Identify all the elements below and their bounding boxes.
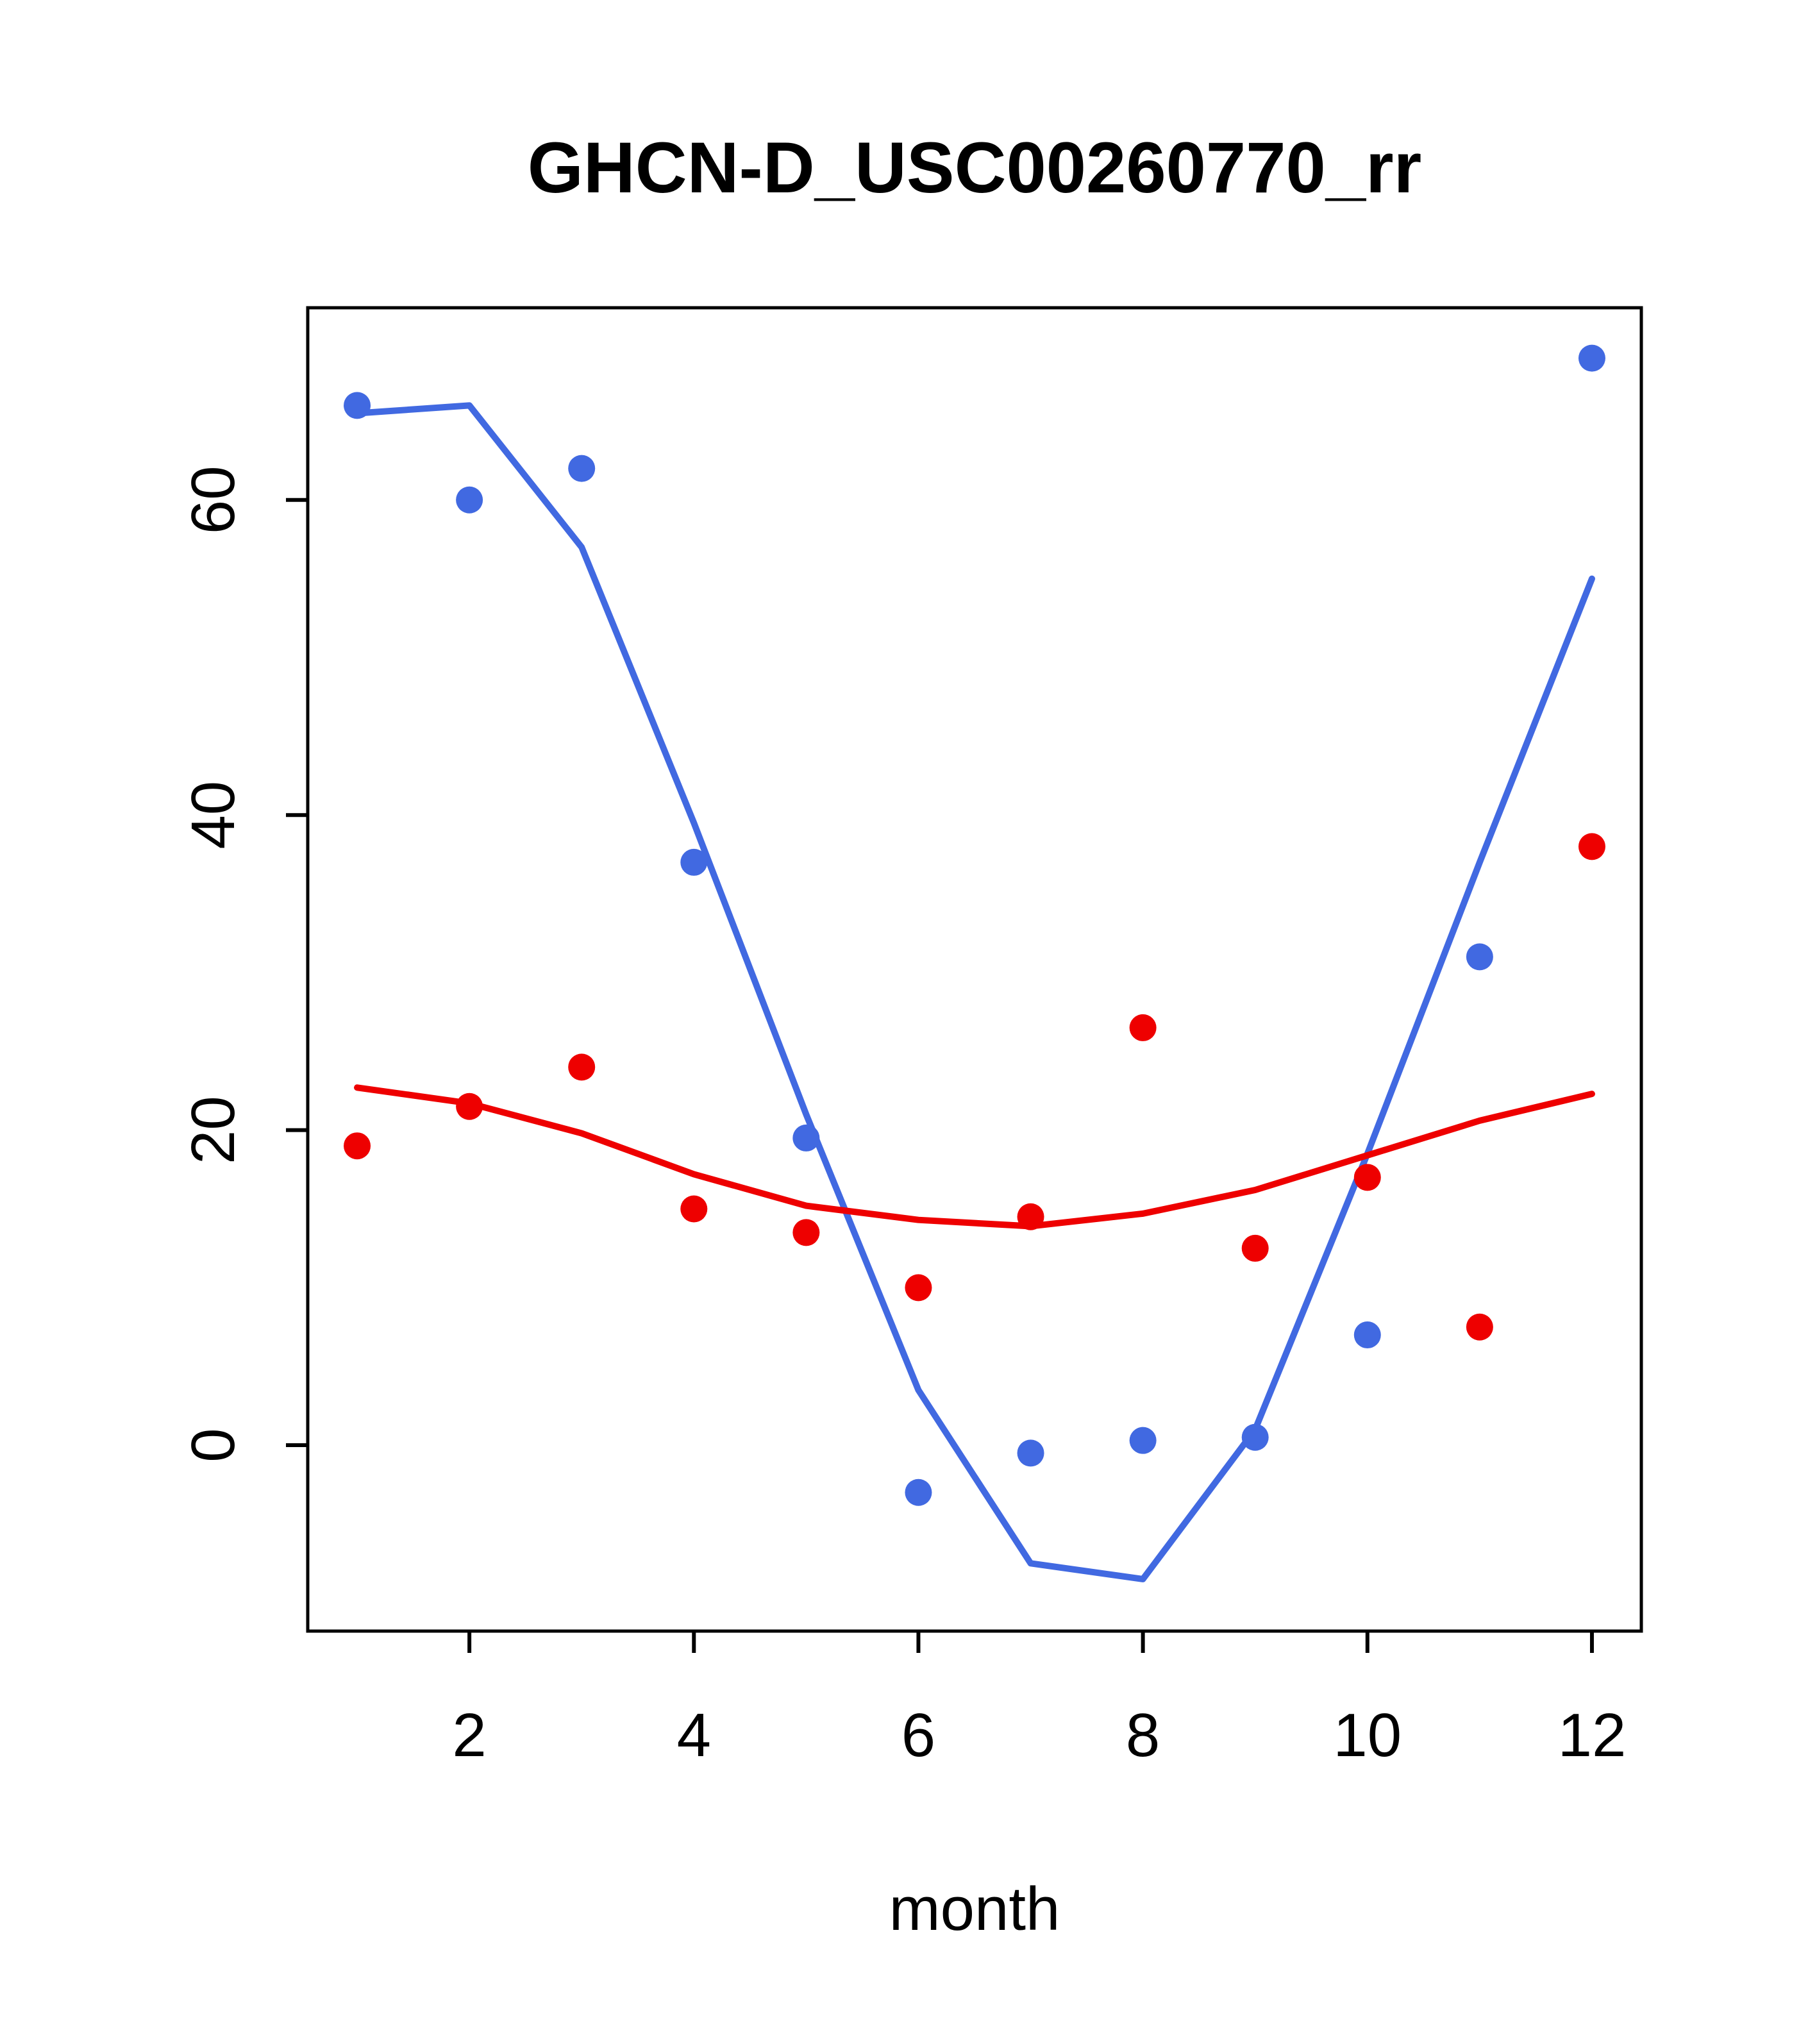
blue-monthly-points-point xyxy=(456,486,483,514)
blue-monthly-points-point xyxy=(1578,344,1605,372)
blue-monthly-points-point xyxy=(568,455,596,482)
plot-border xyxy=(306,306,1643,1633)
blue-monthly-points-point xyxy=(1353,1321,1381,1349)
blue-monthly-points-point xyxy=(792,1124,820,1152)
red-smooth-line xyxy=(354,1084,1595,1230)
red-monthly-points-point xyxy=(1578,833,1605,860)
x-tick-label: 4 xyxy=(677,1701,711,1770)
red-monthly-points-point xyxy=(344,1132,371,1160)
red-monthly-points-point xyxy=(680,1195,708,1223)
x-tick-label: 8 xyxy=(1126,1701,1160,1770)
chart-title: GHCN-D_USC00260770_rr xyxy=(528,128,1421,208)
x-tick-label: 2 xyxy=(452,1701,486,1770)
blue-monthly-points-point xyxy=(1241,1423,1269,1451)
x-tick-label: 10 xyxy=(1333,1701,1402,1770)
red-monthly-points-point xyxy=(456,1093,483,1120)
x-axis: 2 4 6 8 10 12 xyxy=(452,1631,1626,1770)
blue-monthly-points-point xyxy=(905,1479,932,1506)
y-tick-label: 40 xyxy=(179,781,247,850)
x-tick-label: 6 xyxy=(901,1701,935,1770)
y-tick-label: 60 xyxy=(179,465,247,534)
blue-monthly-points-point xyxy=(1466,943,1493,971)
y-axis: 0 20 40 60 xyxy=(179,465,308,1462)
x-axis-title: month xyxy=(889,1875,1060,1943)
red-monthly-points-point xyxy=(905,1274,932,1302)
blue-monthly-points-point xyxy=(344,392,371,419)
red-monthly-points-point xyxy=(1353,1164,1381,1191)
blue-monthly-points-point xyxy=(680,848,708,876)
y-tick-label: 0 xyxy=(179,1428,247,1462)
red-monthly-points-point xyxy=(568,1053,596,1081)
y-tick-label: 20 xyxy=(179,1096,247,1164)
red-monthly-points-point xyxy=(1466,1313,1493,1341)
series-layer xyxy=(344,344,1605,1582)
x-tick-label: 12 xyxy=(1558,1701,1627,1770)
red-monthly-points-point xyxy=(1017,1203,1044,1230)
blue-monthly-points-point xyxy=(1129,1427,1157,1454)
red-monthly-points-point xyxy=(1241,1234,1269,1262)
blue-monthly-points-point xyxy=(1017,1439,1044,1467)
red-monthly-points-point xyxy=(792,1219,820,1246)
blue-smooth-line xyxy=(354,402,1595,1582)
red-monthly-points-point xyxy=(1129,1014,1157,1041)
